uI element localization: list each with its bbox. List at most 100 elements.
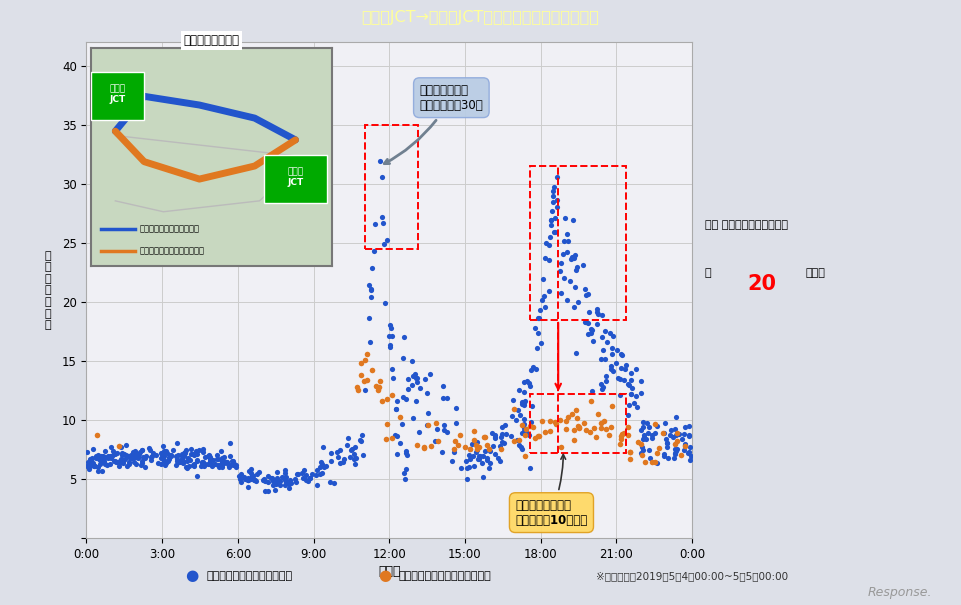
Point [354,436,369,446]
Point [471,454,486,463]
Point [107,456,122,466]
Point [175,459,190,468]
Point [604,349,620,359]
Point [219,457,234,466]
Point [656,449,672,459]
Point [594,354,609,364]
Point [613,431,628,441]
Point [265,476,281,486]
Point [263,473,279,483]
Point [644,434,659,443]
Point [635,434,651,443]
Point [597,325,612,335]
Point [492,456,507,466]
Title: 所要時間算出経路: 所要時間算出経路 [184,34,239,47]
Point [564,252,579,262]
Point [353,358,368,368]
Point [171,457,186,466]
Point [113,442,129,451]
Point [214,454,230,464]
Point [97,459,112,468]
Text: Response.: Response. [868,586,932,599]
Point [124,453,139,463]
Point [201,459,216,469]
Point [506,436,522,445]
Point [275,472,290,482]
Point [189,455,205,465]
Point [541,255,556,264]
Point [399,463,414,473]
Point [240,482,256,492]
Point [196,461,211,471]
Point [516,387,531,397]
Point [612,439,628,449]
Point [154,453,169,463]
Point [353,370,368,380]
Point [562,276,578,286]
Point [624,390,639,399]
Point [581,307,597,316]
Point [682,455,698,465]
Point [180,456,195,466]
Point [361,313,377,323]
Point [513,442,529,452]
Point [109,448,124,457]
Point [128,446,143,456]
Point [372,376,387,386]
Point [594,310,609,319]
Point [384,433,400,443]
Point [93,451,109,461]
Point [565,215,580,225]
Point [290,469,306,479]
Point [226,460,241,469]
Text: 新東名経由の場合
所要時間　10分前後: 新東名経由の場合 所要時間 10分前後 [515,454,587,526]
Point [295,468,310,477]
Point [567,250,582,260]
Point [382,320,397,330]
Point [277,469,292,479]
Point [126,457,141,467]
Point [436,420,452,430]
Point [428,437,443,446]
Point [324,457,339,466]
Point [670,428,685,438]
Point [678,441,693,451]
Point [618,361,633,370]
Point [161,450,177,460]
Point [80,461,95,471]
Point [669,446,684,456]
Point [103,442,118,452]
Point [160,455,175,465]
Point [388,404,404,414]
Point [219,457,234,467]
Point [487,449,503,459]
Point [542,427,557,436]
Point [115,455,131,465]
Point [508,416,524,425]
Point [470,437,485,447]
Point [297,465,312,475]
Point [269,477,284,486]
Point [431,436,446,446]
Point [382,322,398,332]
Point [175,456,190,466]
Point [398,474,413,484]
Point [659,438,675,448]
Point [633,388,649,397]
Point [388,404,404,413]
Point [101,451,116,460]
Point [543,220,558,230]
Point [617,364,632,374]
Point [512,410,528,420]
Point [675,434,690,443]
Point [445,456,460,466]
Point [189,450,205,459]
Point [120,452,136,462]
Point [527,324,542,333]
Point [189,456,205,465]
Point [322,477,337,487]
Point [268,479,283,488]
Point [248,476,263,485]
Point [668,449,683,459]
Point [524,365,539,374]
